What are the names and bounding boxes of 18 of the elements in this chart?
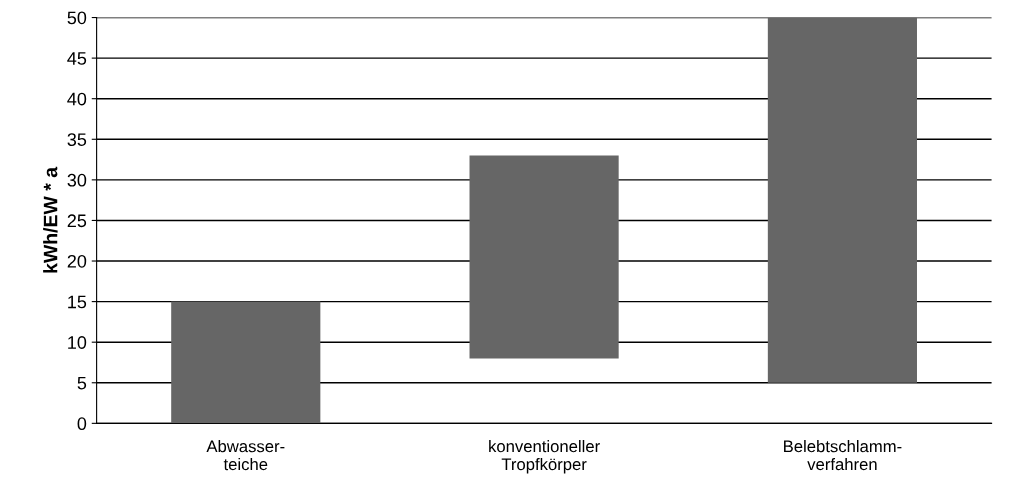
y-tick-label: 40 <box>67 92 87 106</box>
y-tick-label: 25 <box>67 214 87 228</box>
y-tick-label: 35 <box>67 133 87 146</box>
y-tick-label: 5 <box>77 376 87 390</box>
bar <box>469 155 619 359</box>
y-tick-label: 30 <box>67 173 87 187</box>
x-tick-label: konventioneller Tropfkörper <box>489 440 600 474</box>
y-tick-label: 20 <box>67 254 87 268</box>
bar <box>171 301 321 424</box>
x-tick-label: Abwasser- teiche <box>206 440 285 471</box>
x-tick-label: Belebtschlamm- verfahren <box>784 440 902 471</box>
y-tick-label: 0 <box>77 417 87 431</box>
y-tick-label: 50 <box>67 11 87 25</box>
y-tick-label: 45 <box>67 52 87 65</box>
y-tick-label: 10 <box>68 336 87 349</box>
bar <box>767 17 917 383</box>
y-tick-label: 15 <box>68 295 87 309</box>
y-axis-title: kWh/EW * a <box>43 166 58 273</box>
